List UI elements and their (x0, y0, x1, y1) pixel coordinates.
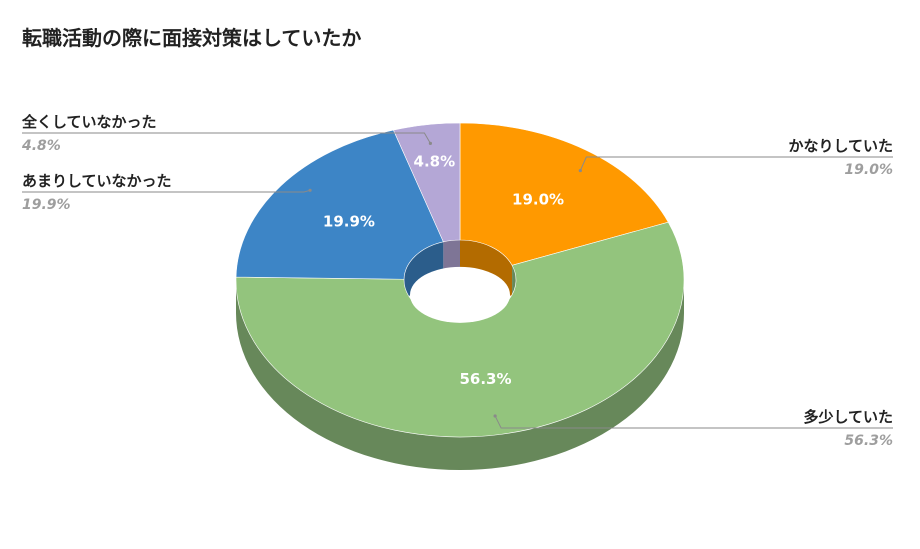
leader-line-2 (22, 189, 311, 193)
leader-line-1 (494, 415, 893, 429)
leader-line-0 (579, 156, 893, 171)
outside-label-value-0: 19.0% (844, 162, 893, 178)
slice-side-1 (236, 280, 684, 470)
chart-title: 転職活動の際に面接対策はしていたか (22, 26, 362, 50)
outside-label-name-3: 全くしていなかった (21, 113, 157, 131)
leader-dot-0 (578, 168, 582, 173)
slice-inner-wall-3 (443, 240, 460, 275)
leader-line-3 (22, 132, 431, 144)
outside-label-name-2: あまりしていなかった (22, 172, 172, 190)
slice-value-label-0: 19.0% (512, 190, 564, 208)
slice-labels: 19.0% 56.3% 19.9% 4.8% (323, 153, 564, 388)
donut-sides (236, 280, 684, 470)
leader-dot-2 (308, 188, 312, 192)
donut-top (235, 122, 685, 438)
outside-label-value-3: 4.8% (21, 138, 61, 154)
slice-0 (459, 122, 669, 266)
outside-label-value-2: 19.9% (22, 197, 71, 213)
leader-dot-3 (428, 141, 432, 146)
slice-3 (393, 122, 461, 243)
outside-labels: かなりしていた 19.0% 多少していた 56.3% あまりしていなかった 19.9% 全く… (21, 113, 893, 449)
outside-label-name-0: かなりしていた (788, 137, 893, 155)
outside-label-name-1: 多少していた (803, 408, 893, 426)
outside-label-value-1: 56.3% (844, 433, 893, 449)
slice-value-label-1: 56.3% (459, 370, 511, 388)
hole-floor (410, 266, 510, 323)
leader-dot-1 (493, 414, 497, 418)
slice-value-label-3: 4.8% (414, 153, 456, 171)
slice-value-label-2: 19.9% (323, 213, 375, 231)
donut-hole (410, 266, 510, 323)
slice-2 (235, 129, 444, 280)
